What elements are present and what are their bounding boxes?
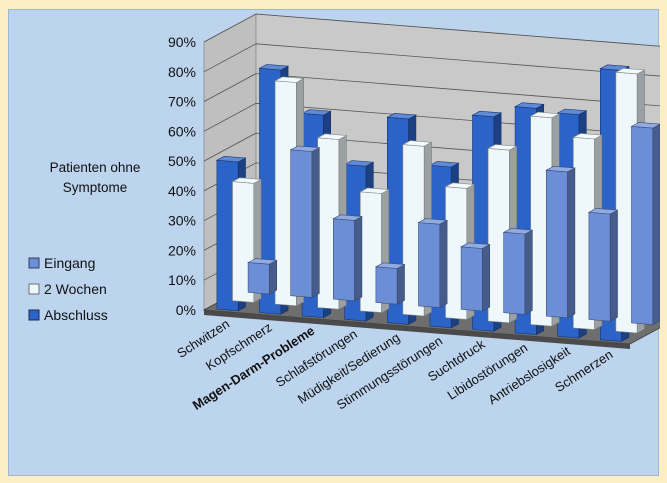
bar-top xyxy=(386,112,417,120)
chart: 0%10%20%30%40%50%60%70%80%90% SchwitzenK… xyxy=(28,13,660,413)
y-tick-label: 80% xyxy=(168,64,196,80)
bars xyxy=(215,64,660,342)
legend-label: Eingang xyxy=(44,255,95,271)
bar xyxy=(289,145,321,298)
bar xyxy=(587,208,619,322)
bar xyxy=(247,258,278,295)
bar-side xyxy=(269,259,278,295)
bar-top xyxy=(215,155,247,163)
y-tick-label: 0% xyxy=(176,302,196,318)
bar xyxy=(460,242,491,312)
bar-front xyxy=(545,169,568,319)
legend-item: Abschluss xyxy=(28,307,108,323)
bar-side xyxy=(609,209,618,322)
legend-item: Eingang xyxy=(28,255,95,271)
bar-top xyxy=(301,109,332,116)
bar-front xyxy=(375,266,398,305)
y-tick-label: 20% xyxy=(168,242,196,258)
gridline xyxy=(203,43,660,77)
bar-front xyxy=(332,218,355,302)
bar-top xyxy=(587,208,619,215)
legend-item: 2 Wochen xyxy=(28,281,107,297)
bar-top xyxy=(428,161,460,168)
bar-top xyxy=(231,177,263,184)
y-axis-label-line: Symptome xyxy=(63,180,128,195)
bar-side xyxy=(439,219,448,309)
bar-top xyxy=(316,133,348,140)
bar xyxy=(630,122,660,326)
bar xyxy=(374,262,406,305)
bar xyxy=(502,228,534,315)
legend-swatch xyxy=(28,309,40,321)
bar xyxy=(417,218,449,309)
y-axis-label-line: Patienten ohne xyxy=(50,160,141,175)
bar-top xyxy=(572,133,603,140)
bar-top xyxy=(274,76,305,83)
bar-top xyxy=(614,67,646,75)
bar-top xyxy=(545,165,576,173)
bar-side xyxy=(567,167,576,319)
bar-top xyxy=(529,111,561,119)
bar-front xyxy=(503,231,526,315)
legend-swatch xyxy=(28,257,40,269)
bar-side xyxy=(652,123,660,326)
y-axis-label: Patienten ohne Symptome xyxy=(50,160,141,195)
bar-top xyxy=(401,140,433,147)
bar-top xyxy=(471,110,503,118)
legend-swatch xyxy=(28,283,40,295)
y-axis-ticks: 0% 10% 20% 30% 40% 50% 60% 70% 80% 90% xyxy=(168,34,196,318)
bar-top xyxy=(343,160,375,167)
bar-top xyxy=(332,214,363,221)
y-tick-label: 60% xyxy=(168,123,196,139)
bar-top xyxy=(444,182,476,189)
gridline xyxy=(203,73,660,107)
legend-label: Abschluss xyxy=(44,307,108,323)
bar-top xyxy=(630,122,660,129)
chart-frame: 0% 10% 20% 30% 40% 50% 60% 70% 80% 90% Schwitzen K… xyxy=(8,9,660,476)
floor-edge xyxy=(204,310,630,349)
bar-side xyxy=(354,215,363,302)
y-tick-label: 90% xyxy=(168,34,196,50)
bar xyxy=(332,214,363,302)
bar-front xyxy=(588,211,611,322)
gridline xyxy=(203,13,660,47)
bar-top xyxy=(460,242,491,249)
bar-front xyxy=(290,149,313,298)
bar-top xyxy=(502,228,534,235)
bar-front xyxy=(247,262,270,295)
bar-top xyxy=(514,102,545,109)
bar-front xyxy=(460,246,483,312)
y-tick-label: 30% xyxy=(168,213,196,229)
bar-side xyxy=(396,263,405,305)
y-tick-label: 50% xyxy=(168,153,196,169)
legend: Eingang 2 Wochen Abschluss xyxy=(28,255,108,323)
bar-side xyxy=(311,147,320,298)
bar-front xyxy=(631,126,654,325)
y-tick-label: 40% xyxy=(168,183,196,199)
bar-top xyxy=(289,145,321,152)
y-tick-label: 10% xyxy=(168,272,196,288)
bar-side xyxy=(524,229,533,315)
bar-side xyxy=(482,243,491,312)
bar-top xyxy=(247,258,278,265)
bar xyxy=(545,165,576,319)
bar-top xyxy=(258,64,290,71)
bar-top xyxy=(359,187,390,194)
bar-front xyxy=(418,222,441,308)
bar-top xyxy=(374,262,406,269)
legend-label: 2 Wochen xyxy=(44,281,107,297)
bar-top xyxy=(487,144,518,151)
bar-top xyxy=(417,218,449,225)
bar-top xyxy=(556,108,588,116)
y-tick-label: 70% xyxy=(168,94,196,110)
